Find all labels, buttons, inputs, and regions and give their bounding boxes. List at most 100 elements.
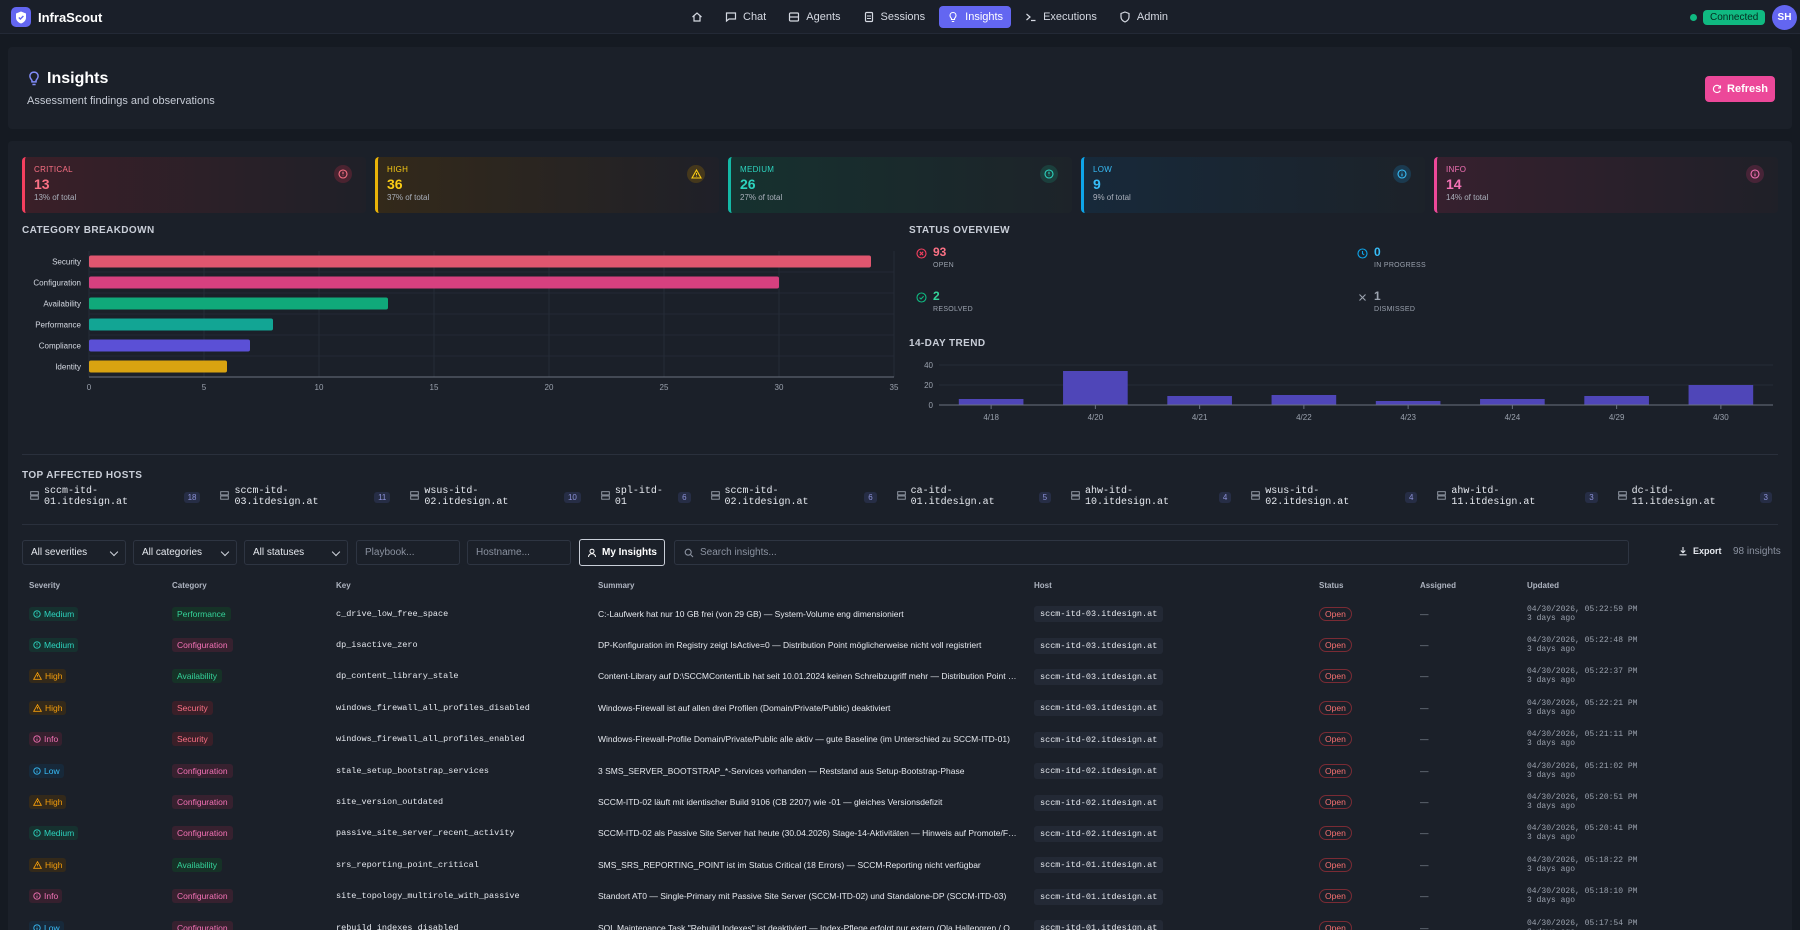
host-badge[interactable]: sccm-itd-01.itdesign.at — [1034, 857, 1164, 874]
key-cell[interactable]: srs_reporting_point_critical — [336, 859, 479, 870]
assigned-cell[interactable]: — — [1420, 797, 1429, 808]
nav-admin[interactable]: Admin — [1111, 6, 1176, 28]
hostname-input[interactable]: Hostname... — [467, 540, 571, 565]
category-bar[interactable] — [89, 318, 273, 331]
column-header[interactable]: Key — [336, 581, 351, 590]
status-badge[interactable]: Open — [1319, 857, 1352, 872]
assigned-cell[interactable]: — — [1420, 891, 1429, 902]
status-badge[interactable]: Open — [1319, 732, 1352, 747]
my-insights-button[interactable]: My Insights — [579, 539, 665, 566]
table-row[interactable]: Medium Configuration passive_site_server_r… — [22, 818, 1782, 849]
status-open[interactable]: 93 OPEN — [916, 245, 954, 269]
assigned-cell[interactable]: — — [1420, 640, 1429, 651]
key-cell[interactable]: c_drive_low_free_space — [336, 608, 449, 619]
host-badge[interactable]: sccm-itd-02.itdesign.at — [1034, 731, 1164, 748]
key-cell[interactable]: site_version_outdated — [336, 797, 444, 808]
trend-bar[interactable] — [1271, 395, 1337, 405]
column-header[interactable]: Host — [1034, 581, 1052, 590]
table-row[interactable]: High Availability srs_reporting_point_crit… — [22, 849, 1782, 880]
table-row[interactable]: Info Configuration site_topology_multirole… — [22, 881, 1782, 912]
category-filter[interactable]: All categories — [133, 540, 237, 565]
nav-home[interactable] — [683, 6, 711, 28]
trend-bar[interactable] — [1063, 371, 1128, 405]
table-row[interactable]: Info Security windows_firewall_all_profile… — [22, 724, 1782, 755]
nav-executions[interactable]: Executions — [1017, 6, 1105, 28]
export-button[interactable]: Export — [1678, 546, 1722, 556]
key-cell[interactable]: dp_content_library_stale — [336, 671, 459, 682]
column-header[interactable]: Category — [172, 581, 207, 590]
playbook-input[interactable]: Playbook... — [356, 540, 460, 565]
nav-insights[interactable]: Insights — [939, 6, 1012, 28]
key-cell[interactable]: windows_firewall_all_profiles_enabled — [336, 734, 525, 745]
column-header[interactable]: Updated — [1527, 581, 1559, 590]
host-chip[interactable]: ca-itd-01.itdesign.at 5 — [896, 486, 1052, 508]
host-chip[interactable]: spl-itd-01 6 — [601, 486, 691, 508]
host-badge[interactable]: sccm-itd-02.itdesign.at — [1034, 794, 1164, 811]
status-badge[interactable]: Open — [1319, 638, 1352, 653]
key-cell[interactable]: dp_isactive_zero — [336, 640, 418, 651]
trend-bar[interactable] — [1480, 399, 1545, 405]
table-row[interactable]: High Availability dp_content_library_stale… — [22, 661, 1782, 692]
host-badge[interactable]: sccm-itd-03.itdesign.at — [1034, 668, 1164, 685]
severity-card-info[interactable]: INFO 14 14% of total — [1434, 157, 1778, 213]
host-chip[interactable]: ahw-itd-10.itdesign.at 4 — [1071, 486, 1232, 508]
category-bar[interactable] — [89, 360, 227, 373]
status-filter[interactable]: All statuses — [244, 540, 348, 565]
host-badge[interactable]: sccm-itd-03.itdesign.at — [1034, 637, 1164, 654]
assigned-cell[interactable]: — — [1420, 859, 1429, 870]
category-bar[interactable] — [89, 276, 779, 289]
key-cell[interactable]: windows_firewall_all_profiles_disabled — [336, 702, 530, 713]
severity-card-medium[interactable]: MEDIUM 26 27% of total — [728, 157, 1072, 213]
column-header[interactable]: Assigned — [1420, 581, 1457, 590]
summary-cell[interactable]: 3 SMS_SERVER_BOOTSTRAP_*-Services vorhan… — [598, 765, 965, 776]
summary-cell[interactable]: Content-Library auf D:\SCCMContentLib ha… — [598, 671, 1027, 682]
host-chip[interactable]: sccm-itd-03.itdesign.at 11 — [220, 486, 391, 508]
severity-card-critical[interactable]: CRITICAL 13 13% of total — [22, 157, 366, 213]
status-badge[interactable]: Open — [1319, 889, 1352, 904]
nav-chat[interactable]: Chat — [717, 6, 774, 28]
host-badge[interactable]: sccm-itd-02.itdesign.at — [1034, 763, 1164, 780]
column-header[interactable]: Severity — [29, 581, 61, 590]
category-bar[interactable] — [89, 255, 871, 268]
assigned-cell[interactable]: — — [1420, 734, 1429, 745]
host-badge[interactable]: sccm-itd-03.itdesign.at — [1034, 700, 1164, 717]
host-badge[interactable]: sccm-itd-01.itdesign.at — [1034, 888, 1164, 905]
severity-filter[interactable]: All severities — [22, 540, 126, 565]
nav-sessions[interactable]: Sessions — [855, 6, 934, 28]
column-header[interactable]: Status — [1319, 581, 1344, 590]
trend-bar[interactable] — [958, 399, 1024, 405]
host-badge[interactable]: sccm-itd-02.itdesign.at — [1034, 825, 1164, 842]
table-row[interactable]: High Security windows_firewall_all_profile… — [22, 692, 1782, 723]
key-cell[interactable]: rebuild_indexes_disabled — [336, 922, 459, 930]
summary-cell[interactable]: SCCM-ITD-02 als Passive Site Server hat … — [598, 828, 1027, 839]
host-chip[interactable]: ahw-itd-11.itdesign.at 3 — [1437, 486, 1598, 508]
avatar[interactable]: SH — [1772, 5, 1797, 30]
category-bar[interactable] — [89, 339, 250, 352]
brand[interactable]: InfraScout — [11, 7, 102, 27]
table-row[interactable]: Low Configuration rebuild_indexes_disabled… — [22, 912, 1782, 930]
trend-bar[interactable] — [1167, 396, 1232, 405]
column-header[interactable]: Summary — [598, 581, 635, 590]
status-badge[interactable]: Open — [1319, 700, 1352, 715]
assigned-cell[interactable]: — — [1420, 765, 1429, 776]
host-badge[interactable]: sccm-itd-03.itdesign.at — [1034, 606, 1164, 623]
trend-bar[interactable] — [1375, 401, 1441, 405]
host-chip[interactable]: dc-itd-11.itdesign.at 3 — [1617, 486, 1772, 508]
key-cell[interactable]: stale_setup_bootstrap_services — [336, 765, 490, 776]
category-bar[interactable] — [89, 297, 388, 310]
status-resolved[interactable]: 2 RESOLVED — [916, 289, 973, 313]
nav-agents[interactable]: Agents — [780, 6, 848, 28]
trend-bar[interactable] — [1584, 396, 1649, 405]
assigned-cell[interactable]: — — [1420, 671, 1429, 682]
table-row[interactable]: Medium Performance c_drive_low_free_space C… — [22, 598, 1782, 629]
assigned-cell[interactable]: — — [1420, 608, 1429, 619]
host-chip[interactable]: wsus-itd-02.itdesign.at 4 — [1251, 486, 1418, 508]
search-input[interactable]: Search insights... — [674, 540, 1629, 565]
table-row[interactable]: Medium Configuration dp_isactive_zero DP-Ko… — [22, 629, 1782, 660]
key-cell[interactable]: passive_site_server_recent_activity — [336, 828, 515, 839]
status-badge[interactable]: Open — [1319, 606, 1352, 621]
host-chip[interactable]: sccm-itd-01.itdesign.at 18 — [30, 486, 201, 508]
key-cell[interactable]: site_topology_multirole_with_passive — [336, 891, 520, 902]
table-row[interactable]: High Configuration site_version_outdated SC… — [22, 786, 1782, 817]
status-dismissed[interactable]: 1 DISMISSED — [1357, 289, 1415, 313]
